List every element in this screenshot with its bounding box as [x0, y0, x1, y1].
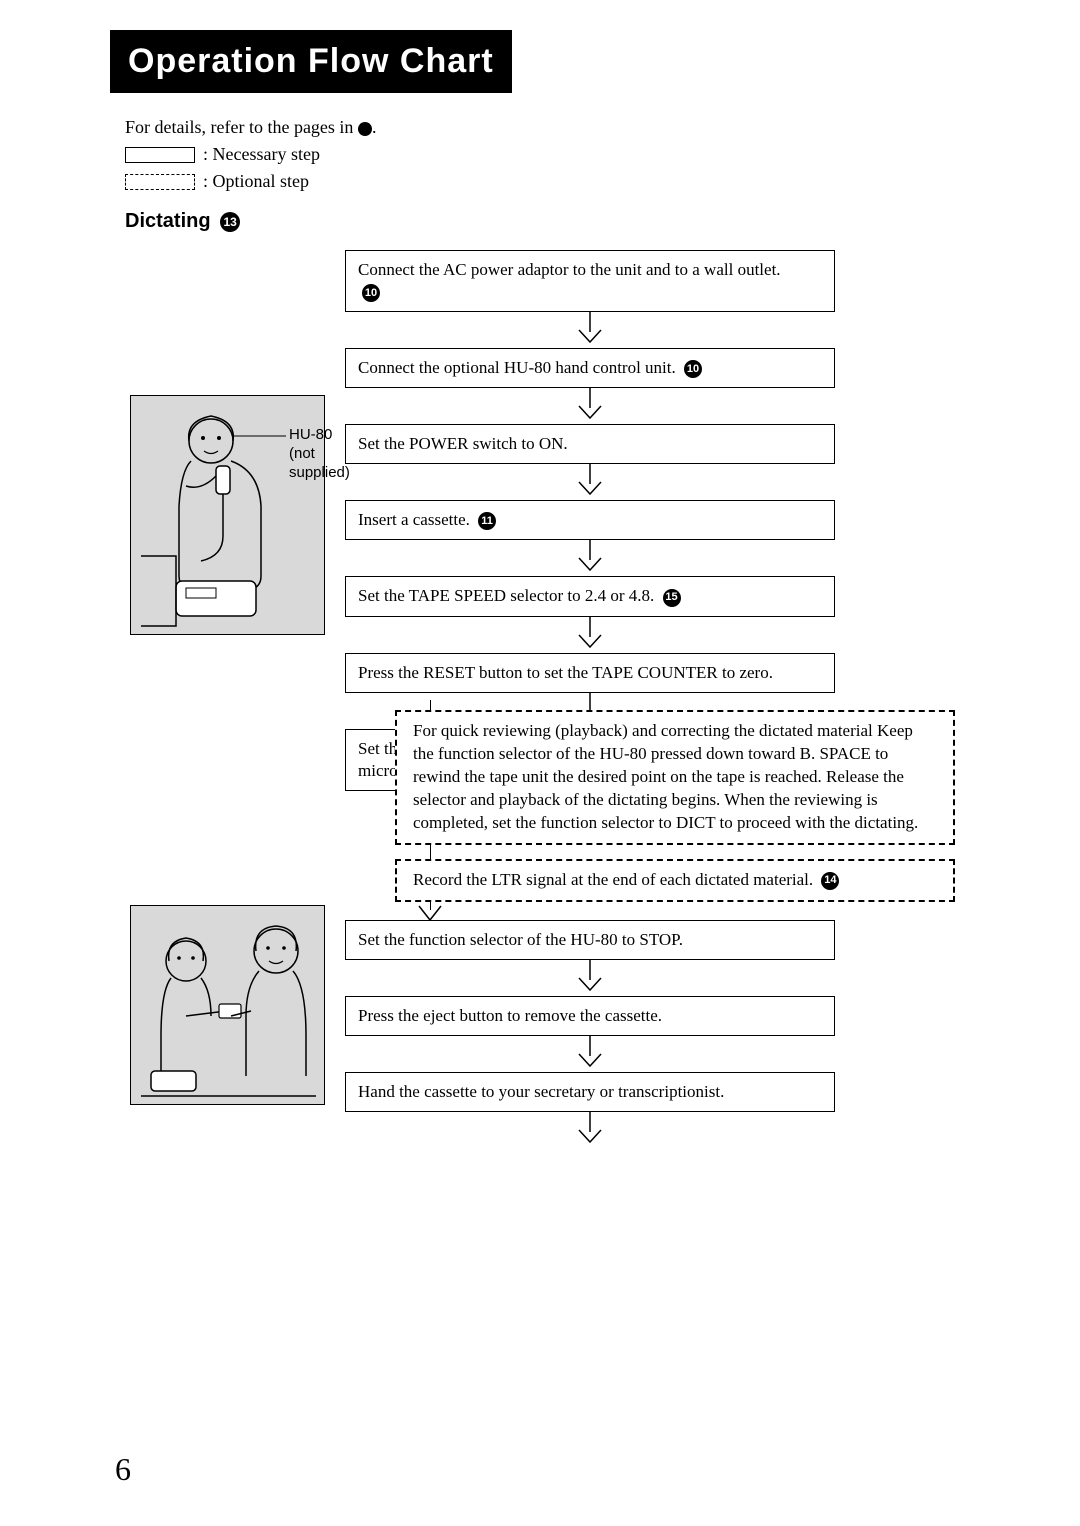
solid-box-icon	[125, 147, 195, 163]
step-6: Press the RESET button to set the TAPE C…	[345, 653, 835, 693]
illustration-handoff	[130, 905, 325, 1105]
legend-necessary-label: : Necessary step	[203, 142, 320, 167]
dashed-box-icon	[125, 174, 195, 190]
step-1: Connect the AC power adaptor to the unit…	[345, 250, 835, 312]
arrow-icon	[345, 1036, 835, 1072]
flow-after: Set the function selector of the HU-80 t…	[345, 920, 835, 1148]
intro-text: For details, refer to the pages in	[125, 117, 358, 137]
arrow-icon	[345, 960, 835, 996]
step-2: Connect the optional HU-80 hand control …	[345, 348, 835, 388]
step-8-text: Set the function selector of the HU-80 t…	[358, 930, 683, 949]
intro-period: .	[372, 117, 377, 137]
step-2-text: Connect the optional HU-80 hand control …	[358, 358, 676, 377]
page-number: 6	[115, 1451, 131, 1488]
step-2-ref-icon: 10	[684, 360, 702, 378]
step-5-ref-icon: 15	[663, 589, 681, 607]
section-heading-text: Dictating	[125, 210, 211, 232]
bullet-icon	[358, 122, 372, 136]
intro-line: For details, refer to the pages in .	[125, 115, 376, 140]
intro-block: For details, refer to the pages in . : N…	[125, 115, 376, 195]
illus1-label: HU-80 (not supplied)	[289, 426, 350, 482]
step-8: Set the function selector of the HU-80 t…	[345, 920, 835, 960]
step-5-text: Set the TAPE SPEED selector to 2.4 or 4.…	[358, 586, 654, 605]
arrow-icon	[345, 617, 835, 653]
arrow-icon	[345, 540, 835, 576]
optional-branch: For quick reviewing (playback) and corre…	[395, 694, 955, 916]
handoff-icon	[131, 906, 326, 1106]
step-4: Insert a cassette. 11	[345, 500, 835, 540]
optional-step-1-text: For quick reviewing (playback) and corre…	[413, 721, 918, 832]
step-10-text: Hand the cassette to your secretary or t…	[358, 1082, 724, 1101]
illustration-dictating: HU-80 (not supplied)	[130, 395, 325, 635]
step-1-text: Connect the AC power adaptor to the unit…	[358, 260, 781, 279]
legend-optional-label: : Optional step	[203, 169, 309, 194]
step-10: Hand the cassette to your secretary or t…	[345, 1072, 835, 1112]
optional-step-2-text: Record the LTR signal at the end of each…	[413, 870, 813, 889]
page-title: Operation Flow Chart	[110, 30, 512, 93]
step-4-ref-icon: 11	[478, 512, 496, 530]
section-heading: Dictating 13	[125, 210, 240, 233]
legend-optional: : Optional step	[125, 169, 376, 194]
step-4-text: Insert a cassette.	[358, 510, 470, 529]
step-5: Set the TAPE SPEED selector to 2.4 or 4.…	[345, 576, 835, 616]
section-ref-icon: 13	[220, 212, 240, 232]
arrow-icon	[345, 388, 835, 424]
step-3-text: Set the POWER switch to ON.	[358, 434, 568, 453]
step-9-text: Press the eject button to remove the cas…	[358, 1006, 662, 1025]
step-6-text: Press the RESET button to set the TAPE C…	[358, 663, 773, 682]
optional-step-2-ref-icon: 14	[821, 872, 839, 890]
optional-step-1: For quick reviewing (playback) and corre…	[395, 710, 955, 845]
optional-step-2: Record the LTR signal at the end of each…	[395, 859, 955, 902]
step-3: Set the POWER switch to ON.	[345, 424, 835, 464]
legend-necessary: : Necessary step	[125, 142, 376, 167]
arrow-icon	[345, 312, 835, 348]
arrow-icon	[345, 1112, 835, 1148]
arrow-icon	[345, 464, 835, 500]
step-1-ref-icon: 10	[362, 284, 380, 302]
step-9: Press the eject button to remove the cas…	[345, 996, 835, 1036]
